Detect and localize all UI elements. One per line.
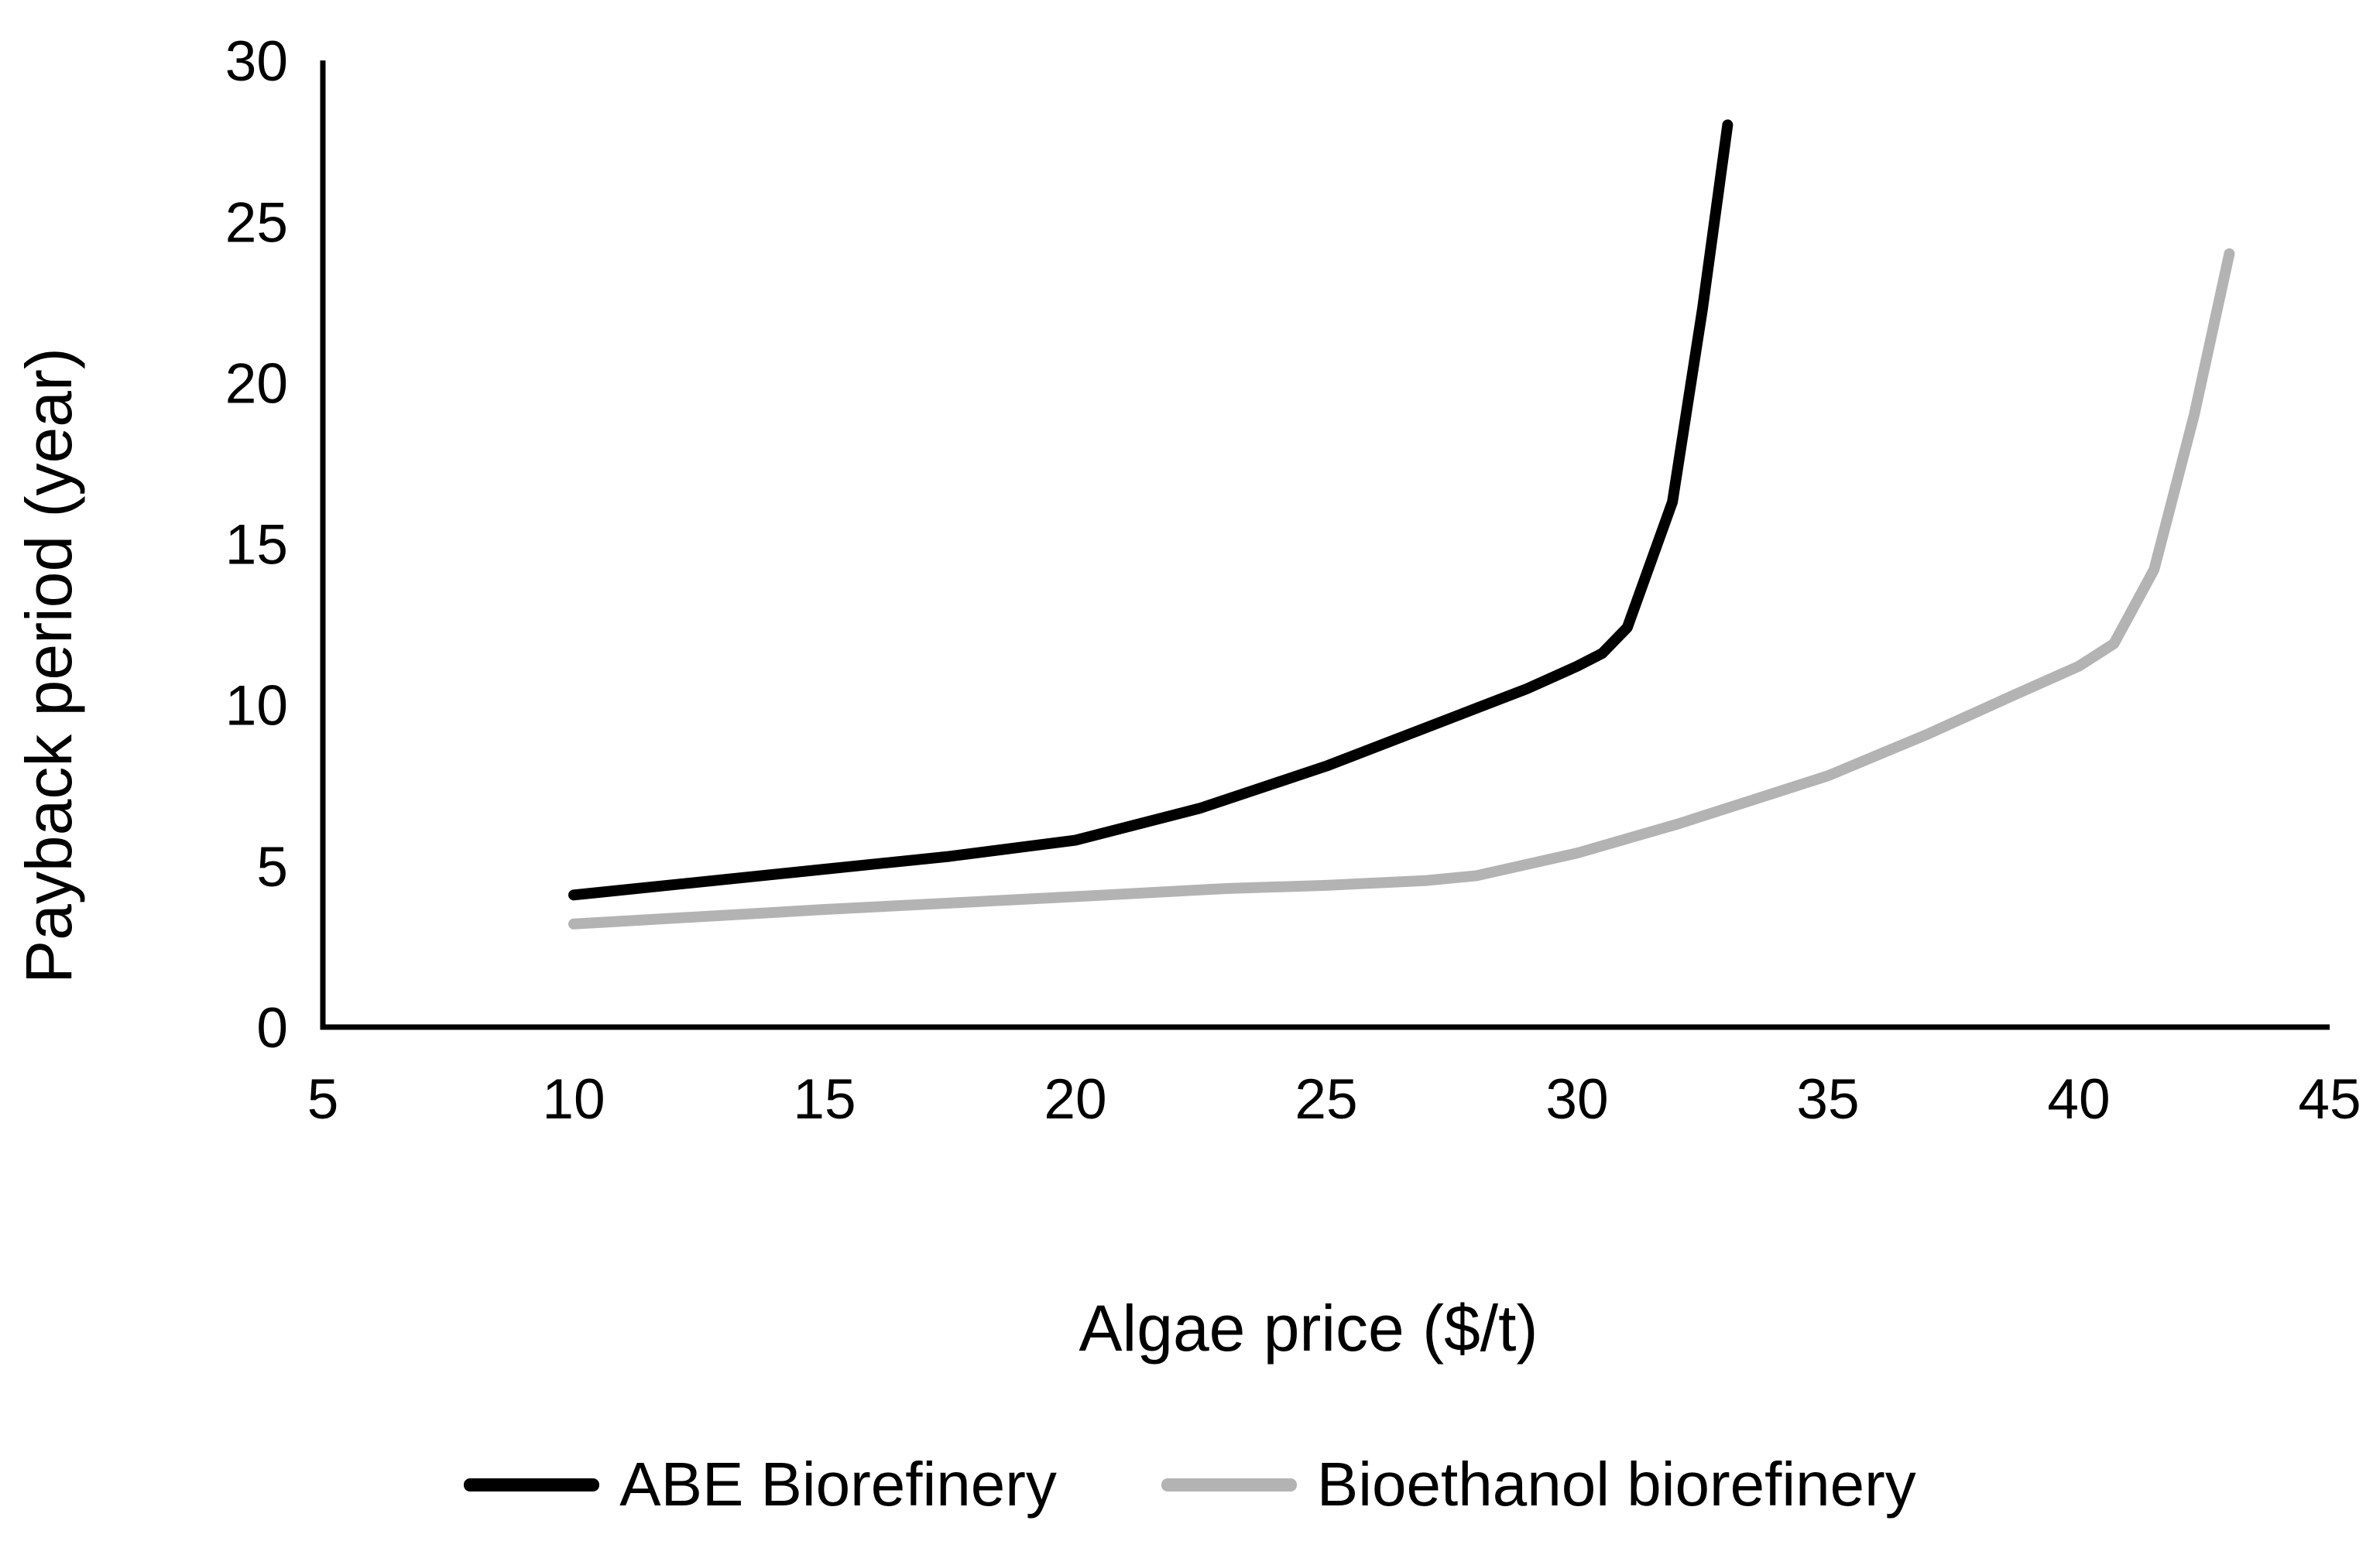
legend-swatch-bioethanol-line [1161,1478,1297,1491]
x-tick-label-30: 30 [1545,1068,1608,1131]
legend: ABE Biorefinery Bioethanol biorefinery [0,1449,2380,1520]
x-tick-label-45: 45 [2298,1068,2361,1131]
x-axis-title: Algae price ($/t) [1079,1292,1538,1365]
y-tick-label-0: 0 [256,997,288,1060]
y-tick-label-30: 30 [225,30,288,93]
axis-lines [320,60,2330,1030]
x-tick-label-40: 40 [2047,1068,2110,1131]
legend-label-abe: ABE Biorefinery [619,1450,1057,1519]
x-tick-label-25: 25 [1295,1068,1357,1131]
y-tick-label-20: 20 [225,352,288,415]
y-tick-label-25: 25 [225,191,288,254]
y-tick-label-15: 15 [225,514,288,577]
y-axis-title: Payback period (year) [12,348,85,984]
x-tick-label-10: 10 [542,1068,605,1131]
series-line-1 [568,248,2235,930]
x-tick-label-20: 20 [1044,1068,1106,1131]
y-tick-label-5: 5 [256,836,288,899]
x-tick-label-5: 5 [307,1068,339,1131]
series-line-0 [568,119,1734,901]
legend-label-bioethanol: Bioethanol biorefinery [1316,1450,1916,1519]
legend-swatch-abe-line [464,1478,600,1491]
y-tick-label-10: 10 [225,675,288,738]
legend-item-bioethanol-biorefinery: Bioethanol biorefinery [1161,1449,1916,1520]
legend-item-abe-biorefinery: ABE Biorefinery [464,1449,1057,1520]
x-tick-label-35: 35 [1796,1068,1859,1131]
x-tick-label-15: 15 [793,1068,856,1131]
